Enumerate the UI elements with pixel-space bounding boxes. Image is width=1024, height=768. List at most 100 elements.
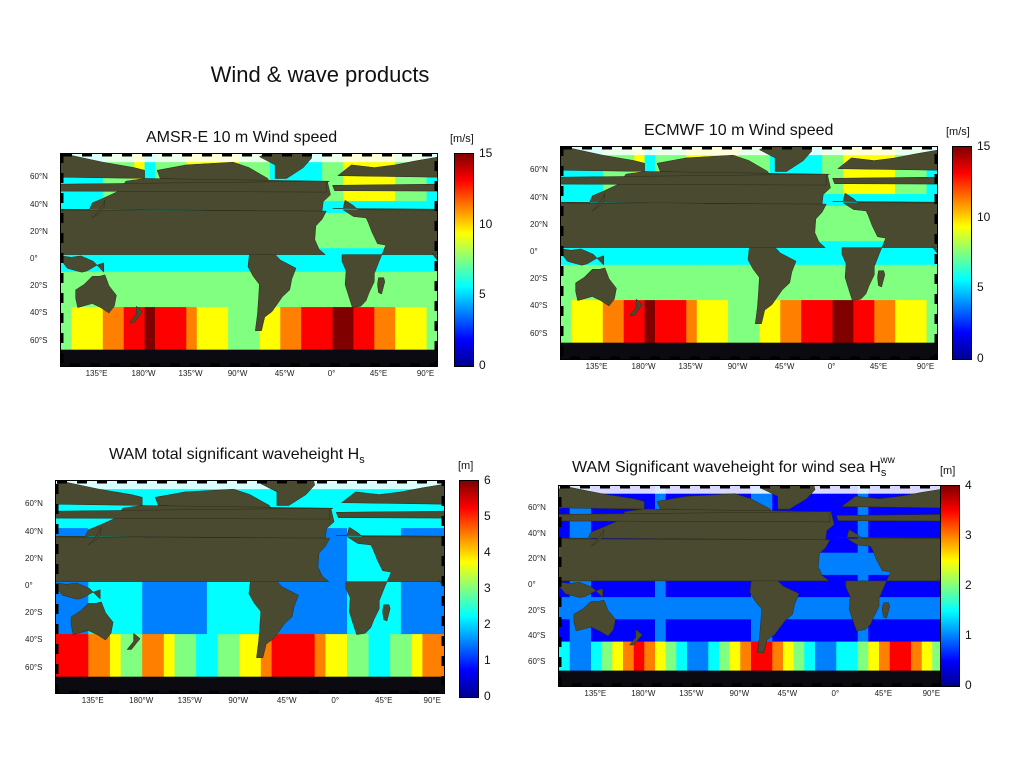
lon-label: 180°W — [129, 696, 154, 705]
colorbar-tick-label: 2 — [965, 578, 972, 592]
continent-japan — [590, 529, 605, 547]
lon-label: 45°E — [869, 362, 888, 371]
lon-label: 180°W — [631, 689, 656, 698]
map-amsr-wind — [60, 153, 438, 367]
panel-title: WAM Significant waveheight for wind sea … — [572, 455, 895, 479]
lon-label: 90°W — [729, 689, 750, 698]
continent-new-zealand — [129, 305, 143, 323]
lat-label: 40°N — [528, 528, 546, 538]
continent-uk — [832, 176, 937, 185]
map-frame — [61, 154, 437, 366]
arctic-ice — [56, 481, 444, 490]
lon-label: 45°W — [777, 689, 798, 698]
continent-africa — [341, 209, 437, 308]
colorbar-tick-label: 3 — [484, 581, 491, 595]
continent-madagascar — [382, 604, 391, 622]
continent-africa — [561, 202, 827, 248]
lon-label: 90°W — [228, 696, 249, 705]
continent-indonesia — [56, 582, 101, 600]
lat-label: 40°N — [530, 192, 548, 202]
lon-label: 90°W — [227, 369, 248, 378]
panel-title-text: WAM Significant waveheight for wind sea … — [572, 459, 881, 476]
colorbar-tick-label: 4 — [965, 478, 972, 492]
colorbar-unit: [m] — [940, 465, 956, 477]
panel-amsr-wind: AMSR-E 10 m Wind speed 60°N 40°N 20°N 0° 20°… — [20, 125, 510, 385]
map-frame — [56, 481, 444, 693]
colorbar-unit: [m] — [458, 460, 474, 472]
map-frame — [561, 147, 937, 359]
lon-label: 45°E — [369, 369, 388, 378]
colorbar-tick-label: 10 — [479, 216, 493, 231]
lat-label: 40°S — [30, 308, 48, 318]
continent-indonesia — [431, 252, 437, 261]
lat-label: 60°S — [530, 328, 548, 338]
panel-title-text: WAM total significant waveheight H — [109, 446, 360, 463]
colorbar-tick-label: 4 — [484, 545, 491, 559]
continent-australia — [75, 274, 117, 314]
panel-title-subscript: s — [359, 454, 365, 466]
lon-label: 90°E — [916, 362, 935, 371]
continent-indonesia — [61, 255, 105, 273]
colorbar-tick-label: 15 — [977, 139, 991, 153]
lon-label: 135°E — [81, 696, 104, 705]
colorbar-tick-label: 0 — [484, 689, 491, 703]
continent-south-america — [747, 236, 797, 324]
lon-label: 0° — [331, 696, 340, 705]
lon-label: 135°W — [177, 696, 202, 705]
colorbar-tick-label: 6 — [484, 473, 491, 487]
continent-greenland — [758, 147, 812, 172]
continent-japan — [92, 200, 106, 219]
arctic-ice — [561, 147, 937, 156]
lat-label: 60°S — [30, 335, 48, 345]
continent-south-america — [749, 570, 800, 653]
continent-new-zealand — [629, 298, 643, 316]
panel-wam-windsea-hs: WAM Significant waveheight for wind sea … — [520, 455, 1010, 715]
colorbar-tick-label: 5 — [479, 287, 486, 302]
continent-africa — [56, 536, 331, 582]
colorbar — [459, 480, 479, 698]
lat-label: 40°S — [528, 631, 546, 641]
continent-uk — [56, 507, 334, 520]
lat-label: 40°N — [25, 526, 43, 536]
continent-greenland — [761, 486, 816, 510]
continent-new-zealand — [126, 632, 141, 650]
continent-uk — [559, 511, 834, 523]
colorbar-tick-label: 15 — [479, 146, 493, 160]
lat-label: 20°N — [30, 226, 48, 236]
lat-label: 40°S — [25, 635, 43, 645]
colorbar-unit: [m/s] — [450, 133, 474, 145]
lat-label: 20°S — [530, 274, 548, 284]
colorbar-tick-label: 0 — [977, 351, 984, 365]
arctic-ice — [61, 154, 437, 163]
continent-indonesia — [937, 579, 943, 587]
lon-label: 90°W — [727, 362, 748, 371]
panel-title: AMSR-E 10 m Wind speed — [146, 129, 338, 146]
lon-label: 45°W — [274, 369, 295, 378]
lon-label: 135°W — [679, 689, 704, 698]
lon-label: 135°W — [178, 369, 203, 378]
continent-greenland — [260, 481, 315, 506]
continent-madagascar — [881, 602, 890, 619]
continent-uk — [561, 173, 830, 186]
continent-australia — [573, 599, 616, 637]
continent-uk — [335, 510, 444, 519]
lon-label: 90°E — [416, 369, 435, 378]
lon-label: 45°W — [774, 362, 795, 371]
continent-south-america — [248, 570, 299, 658]
continent-africa — [841, 202, 937, 301]
lon-label: 45°E — [375, 696, 393, 705]
lon-label: 0° — [827, 362, 836, 371]
continent-africa — [559, 538, 831, 582]
lat-label: 40°N — [30, 199, 48, 209]
map-ecmwf-wind — [560, 146, 938, 360]
panel-wam-total-hs: WAM total significant waveheight Hs 60°N… — [15, 446, 505, 710]
continent-uk — [835, 514, 943, 522]
continent-indonesia — [559, 581, 603, 599]
lat-label: 20°N — [528, 554, 546, 564]
colorbar — [940, 485, 960, 687]
lat-label: 0° — [530, 247, 538, 256]
lat-label: 0° — [528, 580, 536, 589]
lat-label: 40°S — [530, 301, 548, 311]
continent-africa — [61, 209, 327, 255]
continent-madagascar — [377, 277, 386, 295]
